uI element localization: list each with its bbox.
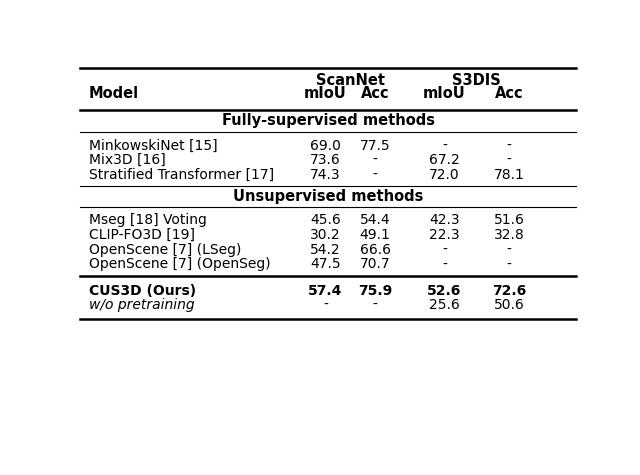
Text: CUS3D (Ours): CUS3D (Ours) [89, 284, 196, 298]
Text: 69.0: 69.0 [310, 139, 341, 152]
Text: Model: Model [89, 86, 139, 101]
Text: -: - [507, 153, 511, 167]
Text: 22.3: 22.3 [429, 228, 460, 242]
Text: Stratified Transformer [17]: Stratified Transformer [17] [89, 168, 274, 182]
Text: OpenScene [7] (OpenSeg): OpenScene [7] (OpenSeg) [89, 257, 271, 271]
Text: Mseg [18] Voting: Mseg [18] Voting [89, 213, 207, 228]
Text: 42.3: 42.3 [429, 213, 460, 228]
Text: 67.2: 67.2 [429, 153, 460, 167]
Text: OpenScene [7] (LSeg): OpenScene [7] (LSeg) [89, 243, 241, 257]
Text: -: - [507, 139, 511, 152]
Text: 51.6: 51.6 [493, 213, 524, 228]
Text: -: - [442, 243, 447, 257]
Text: 47.5: 47.5 [310, 257, 341, 271]
Text: CLIP-FO3D [19]: CLIP-FO3D [19] [89, 228, 195, 242]
Text: Unsupervised methods: Unsupervised methods [233, 189, 423, 204]
Text: ScanNet: ScanNet [316, 73, 385, 88]
Text: 32.8: 32.8 [493, 228, 524, 242]
Text: MinkowskiNet [15]: MinkowskiNet [15] [89, 139, 218, 152]
Text: 54.4: 54.4 [360, 213, 390, 228]
Text: Acc: Acc [361, 86, 389, 101]
Text: 73.6: 73.6 [310, 153, 341, 167]
Text: -: - [323, 298, 328, 312]
Text: -: - [372, 168, 378, 182]
Text: -: - [507, 243, 511, 257]
Text: -: - [372, 153, 378, 167]
Text: Acc: Acc [495, 86, 524, 101]
Text: 78.1: 78.1 [493, 168, 524, 182]
Text: 74.3: 74.3 [310, 168, 341, 182]
Text: -: - [442, 139, 447, 152]
Text: 45.6: 45.6 [310, 213, 341, 228]
Text: 30.2: 30.2 [310, 228, 341, 242]
Text: 72.0: 72.0 [429, 168, 460, 182]
Text: 25.6: 25.6 [429, 298, 460, 312]
Text: Fully-supervised methods: Fully-supervised methods [221, 113, 435, 128]
Text: 52.6: 52.6 [428, 284, 461, 298]
Text: S3DIS: S3DIS [452, 73, 501, 88]
Text: Mix3D [16]: Mix3D [16] [89, 153, 166, 167]
Text: -: - [372, 298, 378, 312]
Text: -: - [507, 257, 511, 271]
Text: -: - [442, 257, 447, 271]
Text: mIoU: mIoU [423, 86, 466, 101]
Text: 72.6: 72.6 [492, 284, 526, 298]
Text: w/o pretraining: w/o pretraining [89, 298, 195, 312]
Text: 57.4: 57.4 [308, 284, 342, 298]
Text: 75.9: 75.9 [358, 284, 392, 298]
Text: 54.2: 54.2 [310, 243, 341, 257]
Text: 49.1: 49.1 [360, 228, 390, 242]
Text: 66.6: 66.6 [360, 243, 390, 257]
Text: 50.6: 50.6 [493, 298, 524, 312]
Text: 70.7: 70.7 [360, 257, 390, 271]
Text: mIoU: mIoU [304, 86, 347, 101]
Text: 77.5: 77.5 [360, 139, 390, 152]
